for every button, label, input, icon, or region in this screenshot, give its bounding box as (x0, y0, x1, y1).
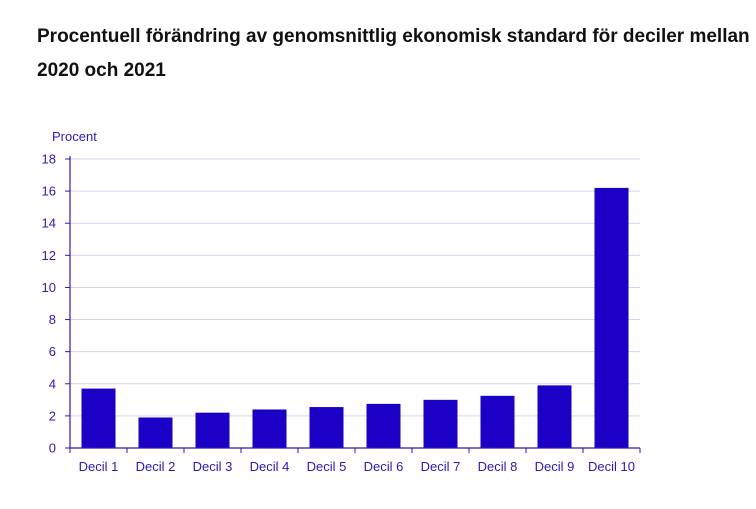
y-tick-label: 2 (49, 408, 56, 423)
chart-title-line-1: Procentuell förändring av genomsnittlig … (37, 26, 750, 47)
y-tick-label: 4 (49, 376, 56, 391)
y-tick-label: 12 (42, 248, 56, 263)
grid-lines (70, 158, 640, 417)
x-tick-label: Decil 5 (307, 459, 347, 474)
y-tick-label: 0 (49, 441, 56, 456)
x-tick-label: Decil 1 (79, 459, 119, 474)
x-tick-label: Decil 7 (421, 459, 461, 474)
x-tick-label: Decil 3 (193, 459, 233, 474)
y-tick-label: 16 (42, 184, 56, 199)
x-tick-label: Decil 9 (535, 459, 575, 474)
bar-9 (537, 385, 572, 448)
bar-1 (81, 388, 116, 448)
y-tick-label: 18 (42, 152, 56, 167)
bar-5 (309, 407, 344, 448)
x-tick-label: Decil 4 (250, 459, 290, 474)
bars (81, 187, 629, 448)
x-tick-label: Decil 10 (588, 459, 635, 474)
x-tick-label: Decil 2 (136, 459, 176, 474)
chart-title-line-2: 2020 och 2021 (37, 60, 166, 81)
bar-4 (252, 409, 287, 448)
x-tick-label: Decil 6 (364, 459, 404, 474)
y-tick-label: 6 (49, 344, 56, 359)
bar-6 (366, 403, 401, 448)
y-tick-label: 14 (42, 216, 56, 231)
chart-title: Procentuell förändring av genomsnittlig … (37, 20, 756, 88)
bar-3 (195, 412, 230, 448)
x-ticks: Decil 1 Decil 2 Decil 3 Decil 4 Decil 5 Decil… (69, 448, 641, 474)
y-tick-label: 10 (42, 280, 56, 295)
y-ticks: 0 2 4 6 8 10 12 14 16 18 (42, 152, 70, 456)
bar-2 (138, 417, 173, 448)
y-axis-label: Procent (52, 129, 97, 144)
y-tick-label: 8 (49, 312, 56, 327)
bar-10 (594, 187, 629, 448)
bar-8 (480, 395, 515, 448)
x-tick-label: Decil 8 (478, 459, 518, 474)
bar-7 (423, 399, 458, 448)
